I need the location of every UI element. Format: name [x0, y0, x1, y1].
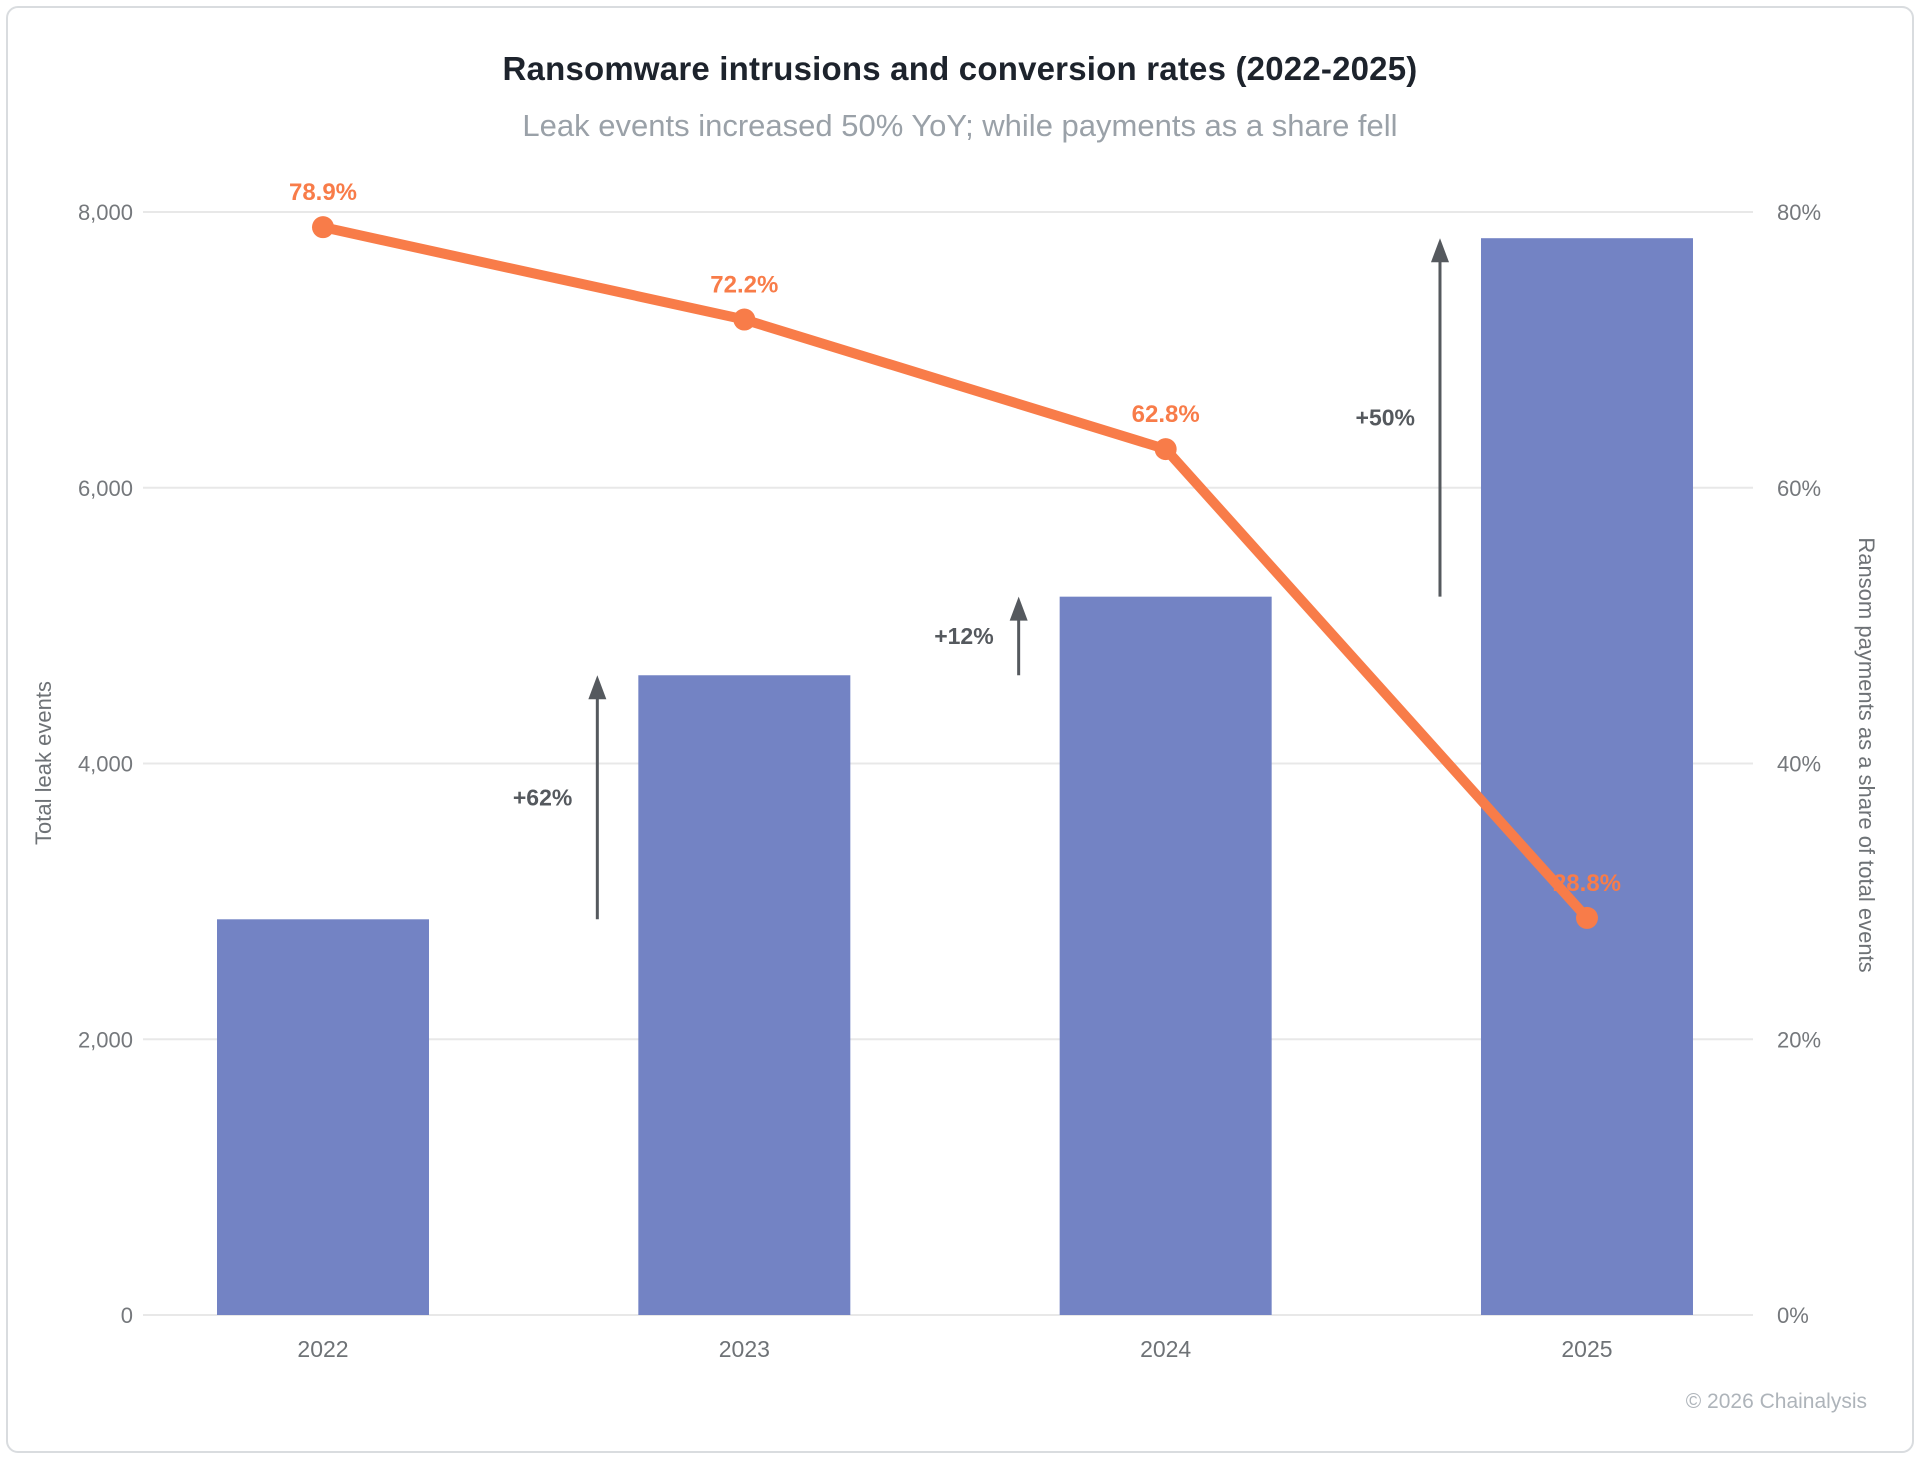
conversion-point-2023	[733, 308, 756, 331]
x-axis-label-2022: 2022	[297, 1336, 348, 1362]
conversion-rate-line	[318, 222, 1592, 923]
conversion-point-label-2025: 28.8%	[1553, 870, 1621, 897]
bar-2022	[217, 919, 429, 1315]
right-axis-title: Ransom payments as a share of total even…	[1854, 537, 1879, 973]
x-axis-label-2023: 2023	[719, 1336, 770, 1362]
growth-arrowhead-2023	[588, 675, 607, 700]
growth-arrowhead-2025	[1430, 238, 1449, 263]
conversion-point-label-2022: 78.9%	[289, 179, 357, 206]
left-axis-title: Total leak events	[31, 681, 56, 845]
conversion-point-label-2023: 72.2%	[710, 272, 778, 299]
growth-annotation-2024: +12%	[934, 623, 993, 649]
left-axis-tick-label: 2,000	[78, 1027, 133, 1052]
growth-arrowhead-2024	[1009, 596, 1028, 621]
left-axis-tick-label: 0	[121, 1303, 133, 1328]
bar-2023	[638, 675, 851, 1315]
x-axis-label-2025: 2025	[1561, 1336, 1612, 1362]
conversion-point-2024	[1154, 438, 1177, 461]
right-axis-tick-label: 60%	[1777, 476, 1821, 501]
bar-2025	[1480, 238, 1693, 1315]
left-axis-tick-label: 8,000	[78, 200, 133, 225]
right-axis-tick-label: 20%	[1777, 1027, 1821, 1052]
right-axis-tick-label: 80%	[1777, 200, 1821, 225]
right-axis-tick-label: 40%	[1777, 752, 1821, 777]
x-axis-label-2024: 2024	[1140, 1336, 1191, 1362]
growth-annotation-2023: +62%	[513, 784, 572, 810]
conversion-point-2025	[1575, 906, 1598, 929]
bar-2024	[1059, 596, 1272, 1315]
right-axis-tick-label: 0%	[1777, 1303, 1809, 1328]
left-axis-tick-label: 6,000	[78, 476, 133, 501]
chart-subtitle: Leak events increased 50% YoY; while pay…	[522, 108, 1398, 143]
copyright-credit: © 2026 Chainalysis	[1685, 1390, 1867, 1413]
growth-annotation-2025: +50%	[1356, 404, 1415, 430]
conversion-point-2022	[312, 216, 334, 239]
left-axis-tick-label: 4,000	[78, 752, 133, 777]
conversion-point-label-2024: 62.8%	[1132, 401, 1200, 428]
chart-title: Ransomware intrusions and conversion rat…	[502, 50, 1418, 87]
